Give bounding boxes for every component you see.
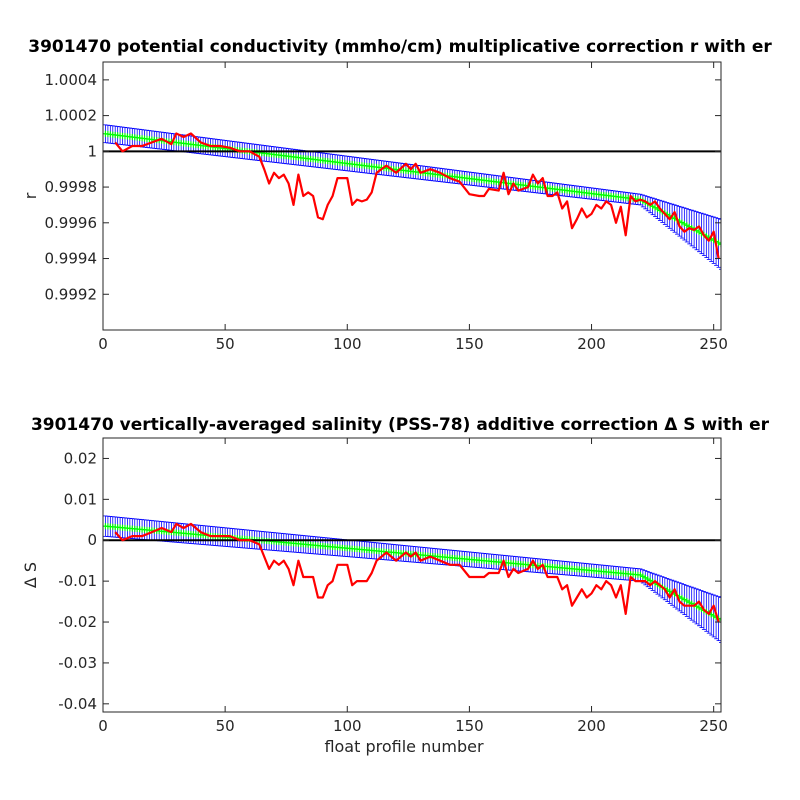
y-tick-label: 1.0004 bbox=[45, 71, 98, 89]
y-tick-label: 0.9998 bbox=[45, 178, 98, 196]
y-tick-label: -0.02 bbox=[58, 613, 97, 631]
x-tick-label: 100 bbox=[333, 335, 362, 353]
axes-box bbox=[102, 61, 722, 331]
y-axis-label: Δ S bbox=[21, 562, 40, 588]
chart-title: 3901470 vertically-averaged salinity (PS… bbox=[31, 415, 770, 435]
panel-conductivity-correction: 3901470 potential conductivity (mmho/cm)… bbox=[21, 37, 772, 353]
x-tick-label: 0 bbox=[98, 335, 108, 353]
y-tick-label: -0.04 bbox=[58, 695, 97, 713]
x-tick-label: 150 bbox=[455, 335, 484, 353]
x-axis-label: float profile number bbox=[324, 737, 484, 756]
axes-box bbox=[102, 437, 722, 713]
chart-title: 3901470 potential conductivity (mmho/cm)… bbox=[28, 37, 772, 57]
y-tick-label: 0.01 bbox=[64, 490, 97, 508]
y-tick-label: -0.01 bbox=[58, 572, 97, 590]
y-tick-label: 0.9994 bbox=[45, 250, 98, 268]
plot-area bbox=[103, 515, 721, 643]
x-tick-label: 100 bbox=[333, 717, 362, 735]
y-tick-label: 0.9996 bbox=[45, 214, 98, 232]
y-tick-label: 0.02 bbox=[64, 449, 97, 467]
y-tick-label: 1.0002 bbox=[45, 107, 98, 125]
x-tick-label: 50 bbox=[216, 717, 235, 735]
raw-correction-line bbox=[114, 522, 720, 623]
raw-correction-line bbox=[114, 132, 720, 259]
y-tick-label: 1 bbox=[87, 142, 97, 160]
x-tick-label: 150 bbox=[455, 717, 484, 735]
x-tick-label: 250 bbox=[699, 717, 728, 735]
x-tick-label: 200 bbox=[577, 335, 606, 353]
y-tick-label: 0.9992 bbox=[45, 285, 98, 303]
x-tick-label: 0 bbox=[98, 717, 108, 735]
y-tick-label: -0.03 bbox=[58, 654, 97, 672]
x-tick-label: 250 bbox=[699, 335, 728, 353]
x-tick-label: 200 bbox=[577, 717, 606, 735]
plot-area bbox=[103, 124, 721, 270]
y-axis-label: r bbox=[21, 192, 40, 199]
x-tick-label: 50 bbox=[216, 335, 235, 353]
y-tick-label: 0 bbox=[87, 531, 97, 549]
panel-salinity-correction: 3901470 vertically-averaged salinity (PS… bbox=[21, 415, 770, 756]
errorbar-series bbox=[103, 515, 721, 643]
